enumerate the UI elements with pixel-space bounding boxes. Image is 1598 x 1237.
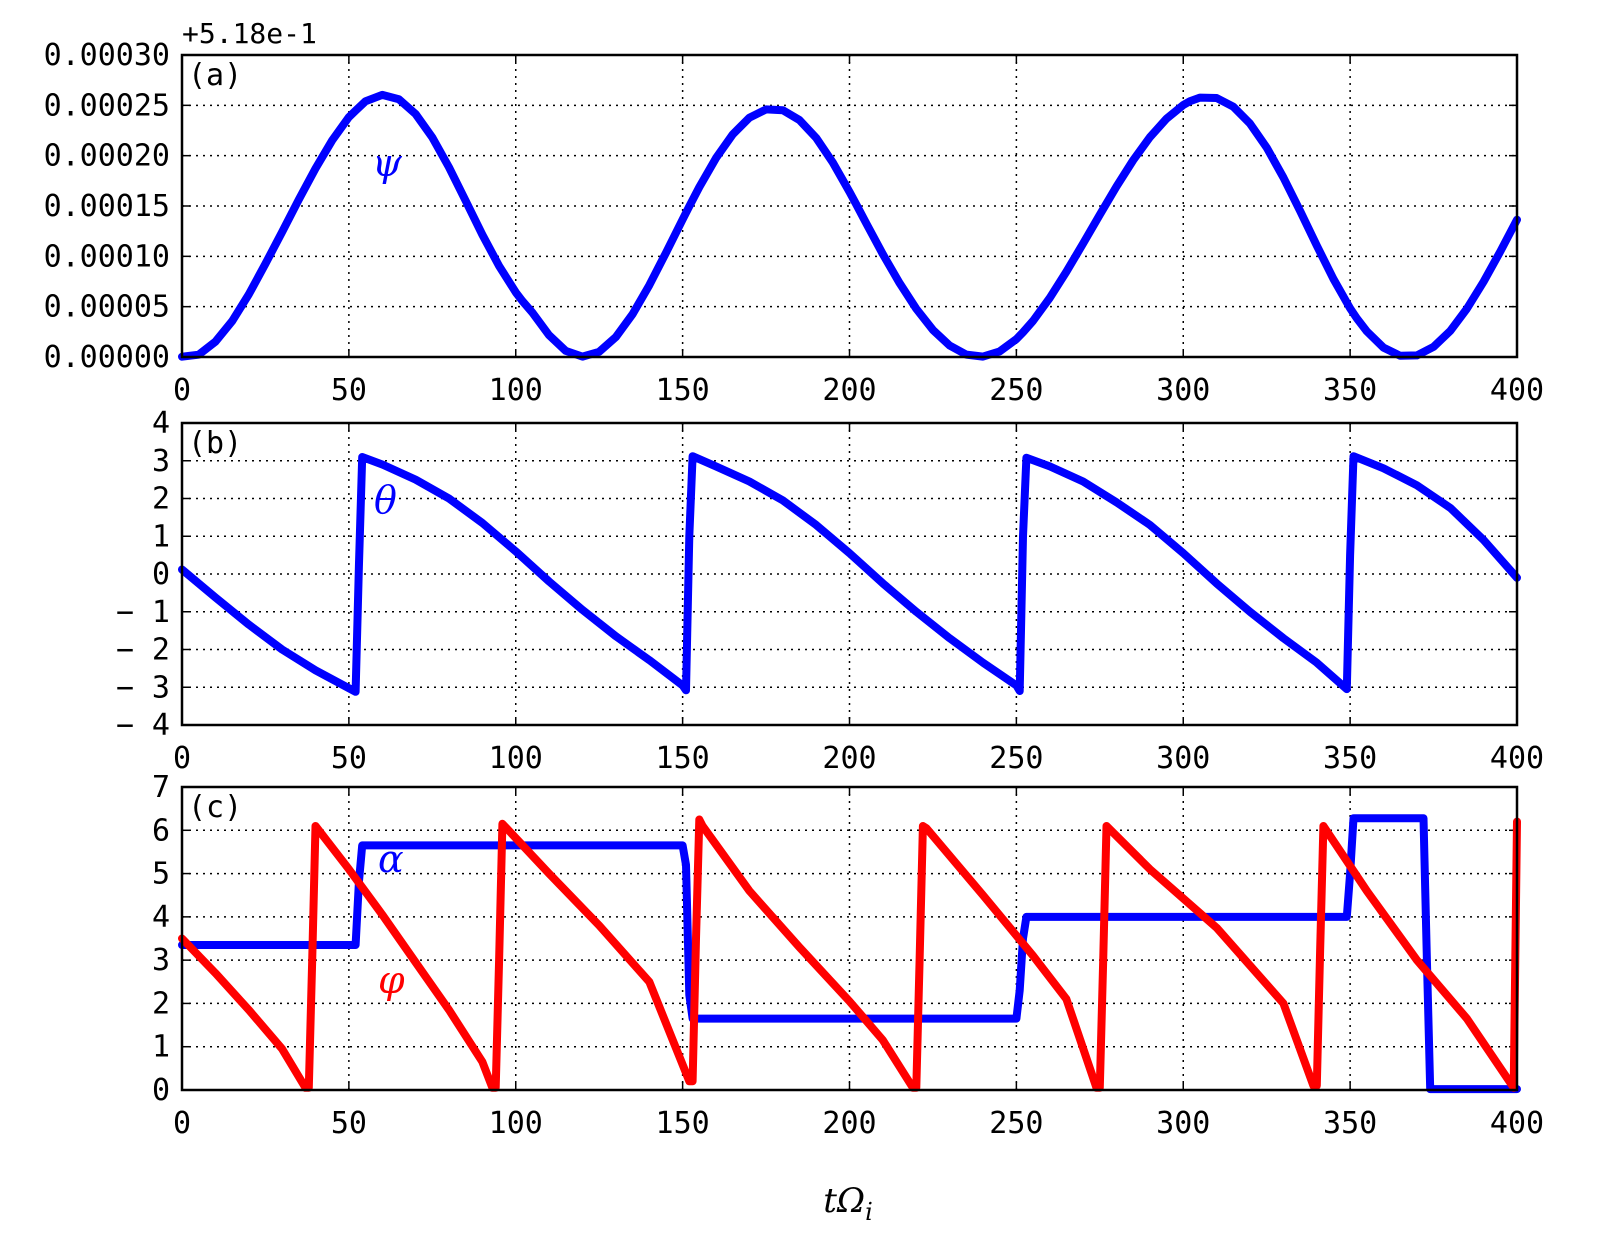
y-tick-label: 3 [152,444,170,479]
x-tick-label: 0 [173,373,191,408]
y-tick-label: 4 [152,406,170,441]
series-label: α [378,837,404,881]
panel-c: 0 50 100 150 200 250 300 350 400 0 1 2 3 4 5 6 7 α φ (c) [152,770,1544,1141]
y-tick-label: 1 [152,1030,170,1065]
y-tick-label: 7 [152,770,170,805]
y-tick-label: 0.00030 [44,38,170,73]
x-tick-label: 350 [1323,373,1377,408]
x-tick-label: 50 [331,373,367,408]
x-tick-label: 250 [989,1106,1043,1141]
panel-label: (b) [188,426,242,461]
y-tick-label: − 2 [116,633,170,668]
series-label: ψ [372,141,403,185]
series-line-α [178,814,1521,1094]
x-tick-label: 100 [489,1106,543,1141]
x-tick-label: 200 [822,741,876,776]
y-tick-label: 0.00000 [44,340,170,375]
x-tick-label: 400 [1490,741,1544,776]
x-tick-label: 150 [656,1106,710,1141]
x-tick-label: 100 [489,373,543,408]
x-tick-label: 350 [1323,1106,1377,1141]
x-tick-label: 350 [1323,741,1377,776]
y-tick-label: − 3 [116,670,170,705]
y-tick-label: − 1 [116,595,170,630]
x-tick-label: 250 [989,373,1043,408]
x-tick-label: 300 [1156,373,1210,408]
y-tick-label: 0.00015 [44,189,170,224]
y-tick-label: 0 [152,1073,170,1108]
y-tick-label: 0 [152,557,170,592]
x-axis-label-main: tΩ [823,1181,865,1221]
series-line-θ [178,452,1521,696]
y-tick-label: 3 [152,943,170,978]
x-tick-label: 150 [656,373,710,408]
x-tick-label: 400 [1490,373,1544,408]
axis-offset-text: +5.18e-1 [182,17,317,50]
y-tick-label: 6 [152,813,170,848]
panel-label: (a) [188,58,242,93]
x-tick-label: 200 [822,1106,876,1141]
x-tick-label: 50 [331,741,367,776]
y-tick-label: 2 [152,482,170,517]
x-tick-label: 300 [1156,1106,1210,1141]
x-tick-label: 300 [1156,741,1210,776]
plot-frame [180,53,1519,359]
series-line-φ [178,815,1521,1092]
series-label: φ [378,958,405,1002]
x-axis-label: tΩi [823,1181,873,1226]
x-tick-label: 0 [173,741,191,776]
panel-b: 0 50 100 150 200 250 300 350 400− 4− 3− 2− 10123… [116,406,1544,776]
x-tick-label: 400 [1490,1106,1544,1141]
plot-frame [180,421,1519,727]
y-tick-label: 0.00020 [44,139,170,174]
x-tick-label: 150 [656,741,710,776]
series-line-ψ [178,90,1521,361]
y-tick-label: 1 [152,519,170,554]
y-tick-label: 4 [152,900,170,935]
x-tick-label: 250 [989,741,1043,776]
x-tick-label: 0 [173,1106,191,1141]
panel-a: 0 50 100 150 200 250 300 350 400 0.00000 0.00005 0.… [44,17,1545,408]
y-tick-label: 0.00010 [44,239,170,274]
y-tick-label: 2 [152,986,170,1021]
y-tick-label: 0.00025 [44,88,170,123]
x-axis-label-sub: i [865,1198,873,1226]
x-tick-label: 200 [822,373,876,408]
y-tick-label: 5 [152,857,170,892]
plot-frame [180,785,1519,1092]
series-label: θ [374,478,397,522]
x-tick-label: 50 [331,1106,367,1141]
panel-label: (c) [188,790,242,825]
x-tick-label: 100 [489,741,543,776]
y-tick-label: − 4 [116,708,170,743]
y-tick-label: 0.00005 [44,290,170,325]
